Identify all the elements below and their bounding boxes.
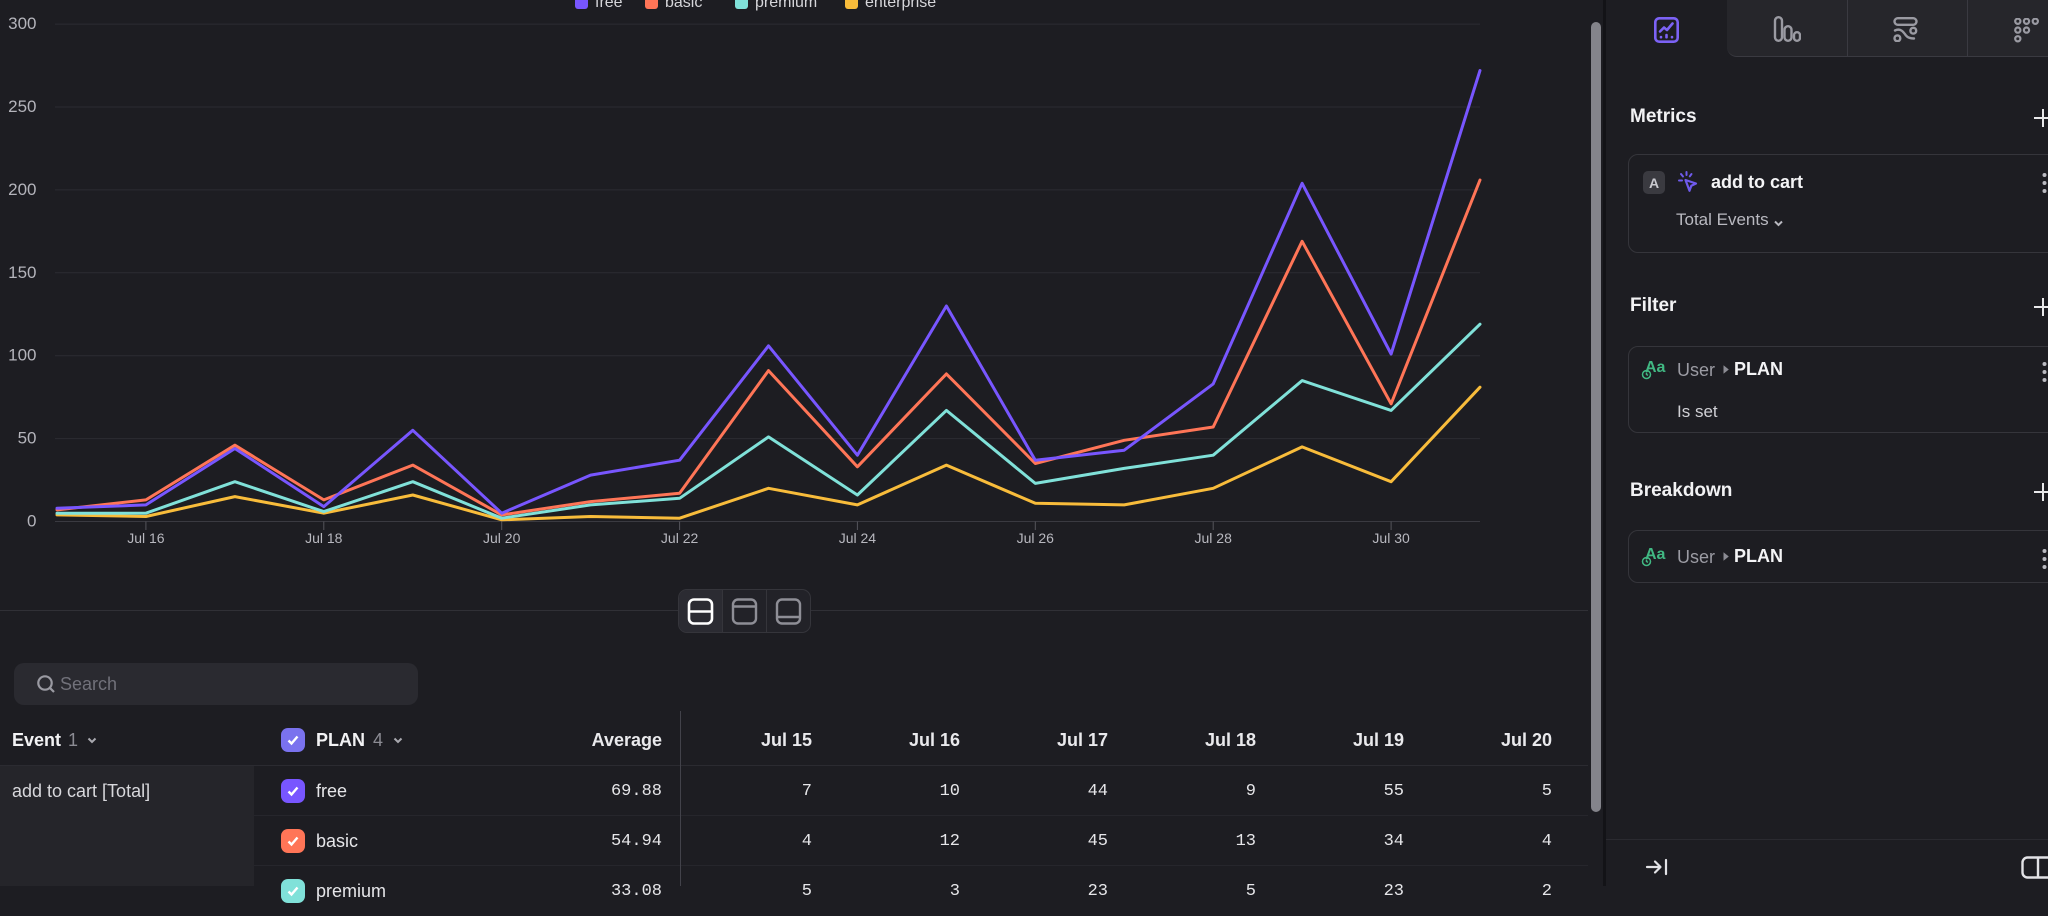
svg-text:Jul 24: Jul 24: [839, 530, 877, 546]
svg-text:Jul 26: Jul 26: [1017, 530, 1055, 546]
svg-text:Jul 22: Jul 22: [661, 530, 699, 546]
svg-text:150: 150: [8, 263, 36, 282]
svg-text:Jul 28: Jul 28: [1195, 530, 1233, 546]
svg-text:free: free: [595, 0, 623, 11]
svg-text:premium: premium: [755, 0, 817, 11]
svg-text:basic: basic: [665, 0, 702, 11]
svg-text:0: 0: [27, 512, 36, 531]
svg-text:Jul 30: Jul 30: [1372, 530, 1410, 546]
svg-text:300: 300: [8, 14, 36, 33]
svg-text:enterprise: enterprise: [865, 0, 936, 11]
svg-text:100: 100: [8, 346, 36, 365]
svg-text:Jul 16: Jul 16: [127, 530, 165, 546]
svg-text:200: 200: [8, 180, 36, 199]
svg-text:Jul 18: Jul 18: [305, 530, 343, 546]
svg-text:Jul 20: Jul 20: [483, 530, 521, 546]
svg-text:250: 250: [8, 97, 36, 116]
svg-text:50: 50: [18, 429, 37, 448]
